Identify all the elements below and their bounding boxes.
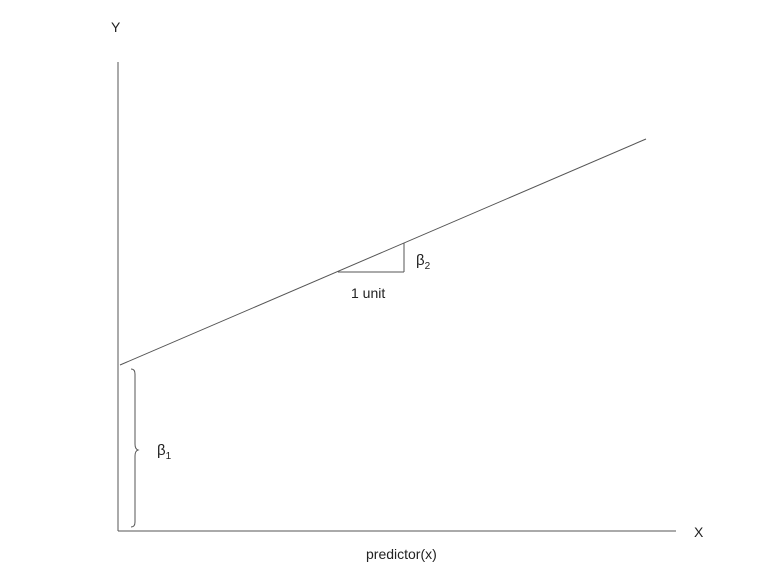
x-axis-label: X — [694, 524, 704, 540]
intercept-brace — [130, 368, 140, 528]
slope-symbol: β — [416, 252, 425, 269]
intercept-subscript: 1 — [165, 451, 172, 462]
y-axis-label: Y — [111, 19, 121, 35]
x-axis-caption: predictor(x) — [366, 546, 437, 562]
unit-label: 1 unit — [351, 285, 386, 301]
slope-label: β2 — [416, 252, 430, 272]
regression-line — [119, 138, 647, 366]
intercept-label: β1 — [157, 442, 171, 462]
slope-subscript: 2 — [424, 261, 431, 272]
intercept-symbol: β — [157, 442, 166, 459]
